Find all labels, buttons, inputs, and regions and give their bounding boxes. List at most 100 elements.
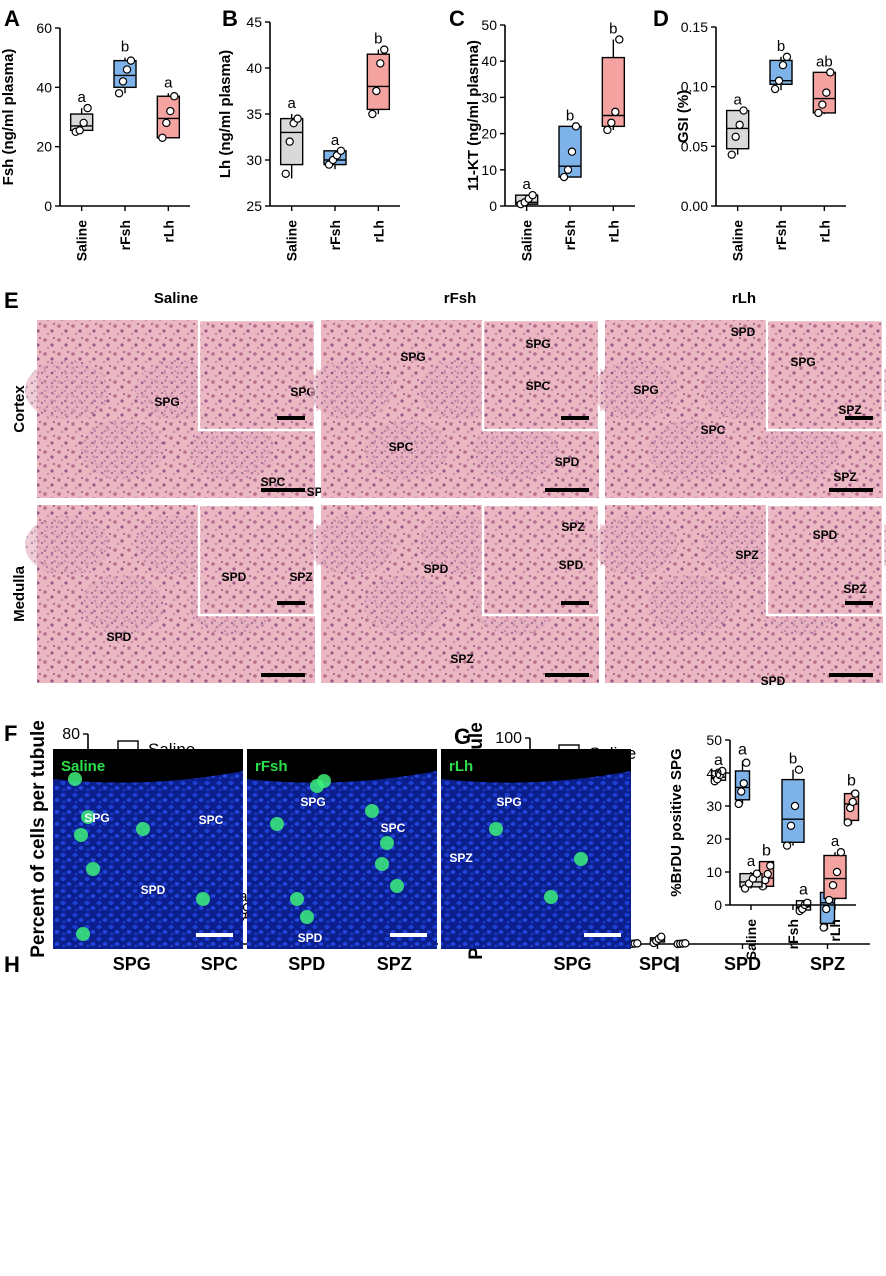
x-tick-label: SPC	[639, 954, 676, 974]
brdu-positive-cell	[544, 890, 558, 904]
x-tick-label: Saline	[284, 220, 300, 261]
cell-type-label: SPD	[107, 630, 132, 644]
data-point	[372, 86, 381, 96]
significance-letter: a	[799, 882, 808, 899]
y-tick-label: 20	[481, 126, 497, 142]
fluorescence-title: rLh	[449, 758, 473, 775]
y-tick-label: 80	[62, 726, 80, 743]
box-SPZ-rLh: b	[843, 773, 860, 827]
brdu-positive-cell	[290, 892, 304, 906]
cell-type-label: SPZ	[561, 520, 584, 534]
cell-type-label: SPD	[298, 931, 323, 945]
y-tick-label: 20	[36, 139, 52, 155]
tissue-edge	[247, 749, 437, 783]
brdu-positive-cell	[300, 910, 314, 924]
y-axis-label: Percent of cells per tubule	[28, 720, 49, 958]
y-tick-label: 0.15	[681, 19, 708, 35]
box-rect	[823, 854, 847, 900]
cell-type-label: SPC	[389, 440, 414, 454]
data-point	[114, 89, 124, 98]
data-point	[763, 869, 772, 879]
significance-letter: a	[714, 752, 723, 769]
significance-letter: b	[789, 751, 797, 768]
brdu-positive-cell	[81, 810, 95, 824]
data-point	[376, 59, 385, 68]
panel-letter-F: F	[4, 721, 17, 746]
chart-C: 0 10 20 30 40 50 11-KT (ng/ml plasma) Saline a rF…	[465, 17, 635, 261]
brdu-positive-cell	[196, 892, 210, 906]
panel-letter-I: I	[674, 952, 680, 977]
data-point	[380, 45, 389, 54]
inset-frame	[765, 503, 885, 617]
brdu-positive-cell	[74, 828, 88, 842]
box-Saline: a	[514, 176, 539, 209]
data-point	[851, 789, 860, 798]
tubule-shape	[648, 420, 732, 480]
data-point	[563, 165, 573, 174]
box-SPD-rLh: b	[758, 843, 775, 891]
cell-type-label: SPC	[381, 821, 406, 835]
cell-type-label: SPD	[141, 883, 166, 897]
data-point	[166, 106, 175, 116]
brdu-positive-cell	[270, 817, 284, 831]
x-tick-label: rLh	[827, 919, 843, 942]
cell-type-label: SPG	[154, 395, 179, 409]
chart-D: 0.00 0.05 0.10 0.15 GSI (%) Saline a rFsh b rLh ab	[675, 19, 846, 261]
brdu-positive-cell	[317, 774, 331, 788]
significance-letter: b	[847, 773, 856, 790]
x-tick-label: Saline	[730, 220, 746, 261]
tubule-shape	[593, 360, 677, 420]
data-point	[774, 76, 784, 85]
cell-type-label: SPZ	[838, 403, 861, 417]
data-point	[368, 109, 377, 119]
inset-frame	[197, 503, 317, 617]
cell-type-label: SPD	[559, 558, 584, 572]
x-tick-label: SPD	[288, 954, 325, 974]
data-point	[836, 848, 846, 857]
box-Saline: a	[69, 89, 94, 137]
tubule-shape	[364, 420, 448, 480]
data-point	[83, 103, 92, 113]
image-layer: Saline rFsh rLhCortexMedullaSPGSPGSPCSPDSP…	[11, 290, 886, 949]
tubule-shape	[648, 575, 732, 635]
y-tick-label: 100	[495, 730, 522, 747]
cell-type-label: SPG	[633, 383, 658, 397]
cell-type-label: SPC	[701, 423, 726, 437]
significance-letter: ab	[816, 53, 833, 70]
tubule-shape	[25, 360, 109, 420]
x-tick-label: SPZ	[810, 954, 845, 974]
significance-letter: a	[239, 888, 248, 905]
data-point	[818, 100, 827, 109]
histology-row-title: Cortex	[11, 385, 28, 433]
data-point	[293, 114, 302, 123]
cell-type-label: SPG	[400, 350, 425, 364]
data-point	[126, 56, 136, 65]
histology-column-title: rFsh	[444, 290, 477, 307]
y-tick-label: 30	[246, 152, 262, 168]
brdu-positive-cell	[380, 836, 394, 850]
cell-type-label: SPD	[555, 455, 580, 469]
box-rLh: b	[601, 20, 626, 135]
box-Saline: a	[739, 853, 763, 893]
x-tick-label: rFsh	[773, 220, 789, 250]
y-axis-label: GSI (%)	[675, 90, 692, 143]
box-rFsh: b	[558, 107, 582, 182]
box-SPZ-Saline: a	[795, 882, 812, 916]
y-tick-label: 0.10	[681, 79, 708, 95]
tubule-shape	[80, 575, 164, 635]
data-point	[752, 869, 762, 878]
data-point	[281, 169, 290, 178]
histology-column-title: rLh	[732, 290, 756, 307]
fluorescence-title: rFsh	[255, 758, 288, 775]
data-point	[843, 818, 852, 827]
chart-A: 0 20 40 60 Fsh (ng/ml plasma) Saline a rFsh b rLh…	[0, 20, 190, 261]
histology-image-medulla_rfsh: SPZ SPD SPD SPZ	[309, 503, 613, 683]
cell-type-label: SPZ	[289, 570, 312, 584]
significance-letter: a	[522, 176, 531, 193]
data-point	[79, 118, 88, 128]
y-axis-label: 11-KT (ng/ml plasma)	[465, 40, 482, 191]
data-point	[814, 108, 823, 118]
y-axis-label: Lh (ng/ml plasma)	[217, 50, 234, 178]
data-point	[790, 801, 800, 811]
